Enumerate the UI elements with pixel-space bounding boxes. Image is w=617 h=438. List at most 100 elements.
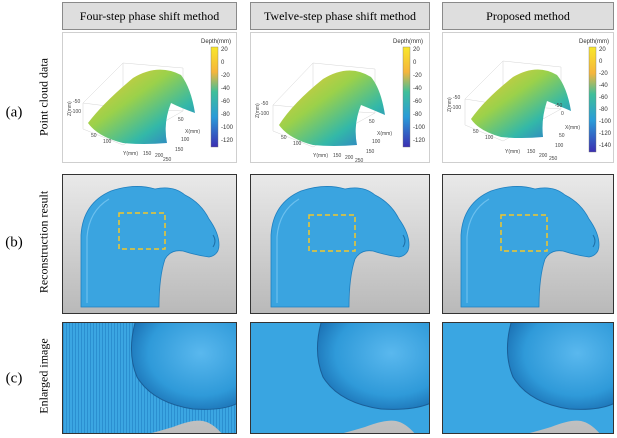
z-tick: -50 xyxy=(453,95,460,101)
colorbar-tick: -60 xyxy=(413,99,422,105)
point-cloud-panel-proposed: Depth(mm) 20 0 -20 -40 -60 -80 -100 -120… xyxy=(442,32,614,163)
x-tick: 0 xyxy=(561,111,564,117)
y-tick: 200 xyxy=(539,153,548,159)
y-tick: 100 xyxy=(103,139,112,145)
colorbar-ticks: 20 0 -20 -40 -60 -80 -100 -120 xyxy=(413,47,426,144)
colorbar-tick: 0 xyxy=(221,60,225,66)
colorbar-tick: 20 xyxy=(413,47,420,53)
x-tick: 50 xyxy=(559,133,565,139)
colorbar-tick: -40 xyxy=(413,86,422,92)
colorbar-title: Depth(mm) xyxy=(393,39,423,45)
row-letter-a: (a) xyxy=(5,104,23,121)
y-tick: 50 xyxy=(281,135,287,141)
highlight-box xyxy=(500,214,548,252)
colorbar-tick: -40 xyxy=(599,83,608,89)
colorbar-tick: 0 xyxy=(599,59,603,65)
colorbar-tick: -100 xyxy=(599,119,612,125)
x-tick: 100 xyxy=(555,143,564,149)
point-cloud-surface xyxy=(279,70,385,146)
row-label-enlarged: Enlarged image xyxy=(36,338,51,414)
enlarged-panel-proposed xyxy=(442,322,614,434)
colorbar-tick: -20 xyxy=(221,73,230,79)
z-tick: -100 xyxy=(259,111,269,117)
colorbar xyxy=(402,46,411,148)
colorbar-tick: -120 xyxy=(599,131,612,137)
horse-head-mesh xyxy=(460,186,600,308)
colorbar xyxy=(210,46,219,148)
colorbar-tick: 20 xyxy=(599,47,606,53)
highlight-box xyxy=(308,214,356,252)
colorbar-title: Depth(mm) xyxy=(579,39,609,45)
y-tick: 100 xyxy=(485,135,494,141)
enlarged-cheek-bulge xyxy=(131,323,236,410)
row-letter-c: (c) xyxy=(5,370,23,387)
z-tick: -100 xyxy=(71,109,81,115)
z-tick: -50 xyxy=(261,101,268,107)
enlarged-cheek-bulge xyxy=(507,323,613,410)
y-axis-label: Y(mm) xyxy=(505,149,520,155)
colorbar-tick: -100 xyxy=(221,125,234,131)
colorbar-tick: -20 xyxy=(599,71,608,77)
x-axis-label: X(mm) xyxy=(185,129,200,135)
z-axis-label: Z(mm) xyxy=(255,103,261,118)
x-tick: 150 xyxy=(366,149,375,155)
y-axis-label: Y(mm) xyxy=(123,151,138,157)
colorbar-tick: -60 xyxy=(599,95,608,101)
y-tick: 150 xyxy=(333,153,342,159)
z-axis-label: Z(mm) xyxy=(67,101,73,116)
row-letter-b: (b) xyxy=(5,234,23,251)
reconstruction-panel-twelve-step xyxy=(250,174,430,314)
x-tick: 50 xyxy=(369,119,375,125)
colorbar-tick: -100 xyxy=(413,125,426,131)
x-axis-label: X(mm) xyxy=(377,131,392,137)
enlarged-panel-twelve-step xyxy=(250,322,430,434)
colorbar-tick: 0 xyxy=(413,60,417,66)
y-tick: 50 xyxy=(473,129,479,135)
reconstruction-panel-proposed xyxy=(442,174,614,314)
z-tick: -50 xyxy=(73,99,80,105)
colorbar-tick: -120 xyxy=(413,138,426,144)
column-title: Proposed method xyxy=(486,8,570,23)
row-label-reconstruction: Reconstruction result xyxy=(36,190,51,294)
y-tick: 50 xyxy=(91,133,97,139)
x-tick: 150 xyxy=(175,147,184,153)
reconstruction-panel-four-step xyxy=(62,174,237,314)
colorbar-ticks: 20 0 -20 -40 -60 -80 -100 -120 -140 xyxy=(599,47,612,149)
x-tick: 100 xyxy=(181,137,190,143)
point-cloud-panel-four-step: Depth(mm) 20 0 -20 -40 -60 -80 -100 -120… xyxy=(62,32,237,163)
colorbar-tick: -80 xyxy=(413,112,422,118)
enlarged-cheek-bulge xyxy=(317,323,429,410)
colorbar-tick: -20 xyxy=(413,73,422,79)
y-tick: 250 xyxy=(163,157,172,163)
colorbar-tick: -120 xyxy=(221,138,234,144)
horse-head-mesh xyxy=(80,186,220,308)
colorbar-tick: 20 xyxy=(221,47,228,53)
colorbar-tick: -60 xyxy=(221,99,230,105)
y-tick: 150 xyxy=(527,149,536,155)
x-tick: -50 xyxy=(555,103,562,109)
colorbar-ticks: 20 0 -20 -40 -60 -80 -100 -120 xyxy=(221,47,234,144)
z-tick: -100 xyxy=(451,105,461,111)
x-tick: 100 xyxy=(372,139,381,145)
column-header-four-step: Four-step phase shift method xyxy=(62,2,237,30)
point-cloud-panel-twelve-step: Depth(mm) 20 0 -20 -40 -60 -80 -100 -120… xyxy=(250,32,430,163)
column-title: Four-step phase shift method xyxy=(79,8,220,23)
row-label-point-cloud: Point cloud data xyxy=(36,58,51,136)
horse-head-mesh xyxy=(270,186,410,308)
colorbar-tick: -40 xyxy=(221,86,230,92)
y-tick: 200 xyxy=(155,153,164,159)
colorbar-tick: -80 xyxy=(221,112,230,118)
y-axis-label: Y(mm) xyxy=(313,153,328,159)
colorbar-title: Depth(mm) xyxy=(201,39,231,45)
y-tick: 100 xyxy=(293,141,302,147)
y-tick: 250 xyxy=(355,158,364,163)
highlight-box xyxy=(118,212,166,250)
y-tick: 200 xyxy=(345,155,354,161)
point-cloud-surface xyxy=(88,69,195,144)
point-cloud-surface xyxy=(471,69,571,138)
colorbar-tick: -80 xyxy=(599,107,608,113)
y-tick: 250 xyxy=(549,156,558,162)
y-tick: 150 xyxy=(143,151,152,157)
column-header-twelve-step: Twelve-step phase shift method xyxy=(250,2,430,30)
enlarged-panel-four-step xyxy=(62,322,237,434)
